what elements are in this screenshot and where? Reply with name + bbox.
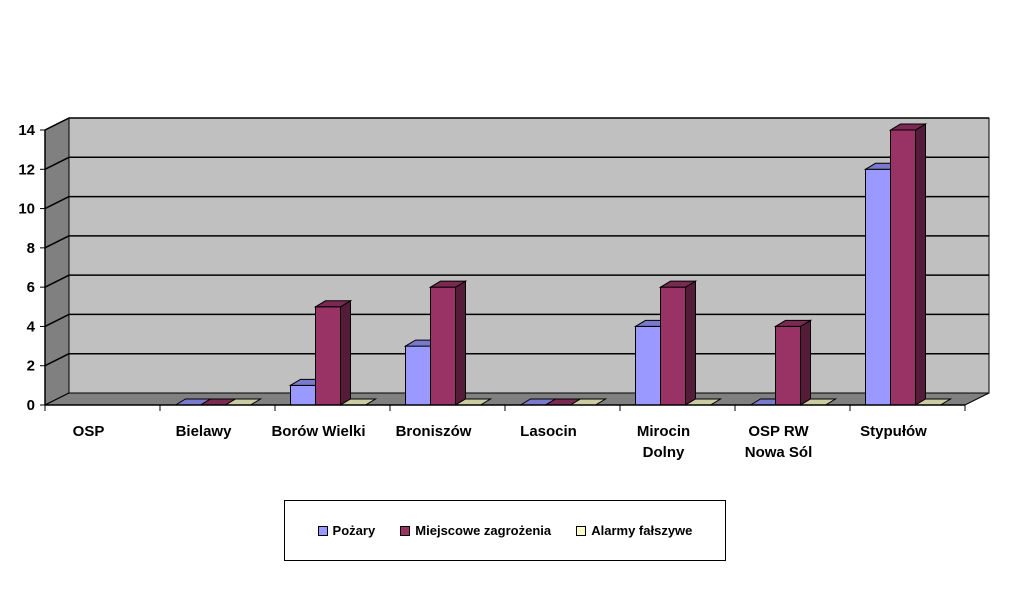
bar-top xyxy=(313,300,353,308)
gridline-side xyxy=(44,156,70,170)
bar xyxy=(658,280,698,406)
gridline-side xyxy=(44,195,70,210)
bar-front xyxy=(315,306,341,406)
legend-swatch-miejscowe xyxy=(400,525,411,536)
bar-top xyxy=(658,280,698,288)
bar-top xyxy=(428,280,468,288)
gridline-side xyxy=(44,274,70,288)
gridline-side xyxy=(44,313,70,328)
legend-label-miejscowe: Miejscowe zagrożenia xyxy=(415,523,552,538)
legend-swatch-pozary xyxy=(317,525,328,536)
y-tick-label: 4 xyxy=(27,318,36,335)
y-tick-label: 8 xyxy=(27,240,35,257)
y-tick-label: 12 xyxy=(18,161,35,178)
bar-front xyxy=(290,384,316,406)
back-wall xyxy=(68,117,990,394)
category-label: OSP RW xyxy=(748,423,809,440)
side-wall xyxy=(44,117,70,406)
chart-axes xyxy=(40,129,966,411)
y-tick-labels: 0 2 4 6 8 10 12 14 xyxy=(18,122,35,414)
bar-front xyxy=(430,286,456,406)
legend-label-alarmy: Alarmy fałszywe xyxy=(591,523,693,538)
legend-swatch-alarmy xyxy=(576,525,587,536)
category-label: Dolny xyxy=(643,444,685,461)
x-category-labels: OSP Bielawy Borów Wielki Broniszów Lasocin Mi… xyxy=(73,423,928,461)
bar xyxy=(313,299,353,406)
category-label: Nowa Sól xyxy=(745,444,813,461)
legend: Pożary Miejscowe zagrożenia Alarmy fałsz… xyxy=(284,500,726,561)
y-tick-label: 14 xyxy=(18,122,35,139)
chart-gridlines xyxy=(44,117,989,367)
y-tick-label: 0 xyxy=(27,397,35,414)
category-label: Stypułów xyxy=(860,423,927,440)
bar-front xyxy=(775,325,801,406)
chart-bars xyxy=(173,123,953,406)
bar-side xyxy=(455,280,466,406)
y-tick-label: 6 xyxy=(27,279,35,296)
legend-item-pozary: Pożary xyxy=(317,523,376,538)
legend-item-miejscowe: Miejscowe zagrożenia xyxy=(400,523,551,538)
legend-item-alarmy: Alarmy fałszywe xyxy=(576,523,692,538)
bar-side xyxy=(685,280,696,406)
bar-front xyxy=(865,168,891,406)
gridline-side xyxy=(44,235,70,249)
bar-side xyxy=(915,123,926,406)
gridline-side xyxy=(44,117,70,131)
category-label: Broniszów xyxy=(396,423,472,440)
bar-front xyxy=(635,325,661,406)
category-label: Bielawy xyxy=(176,423,233,440)
bar-top xyxy=(888,123,928,131)
category-label: OSP xyxy=(73,423,105,440)
chart-walls xyxy=(44,117,990,406)
y-tick-label: 2 xyxy=(27,358,35,375)
bar-front xyxy=(890,129,916,406)
category-label: Mirocin xyxy=(637,423,690,440)
bar xyxy=(428,280,468,406)
bar-side xyxy=(800,319,811,406)
bar-front xyxy=(405,345,431,406)
y-tick-label: 10 xyxy=(18,201,35,218)
bar-side xyxy=(340,299,351,406)
category-label: Lasocin xyxy=(520,423,577,440)
legend-label-pozary: Pożary xyxy=(332,523,376,538)
category-label: Borów Wielki xyxy=(271,423,365,440)
bar-front xyxy=(660,286,686,406)
bar xyxy=(773,319,813,406)
bar-top xyxy=(773,319,813,327)
gridline-side xyxy=(44,353,70,367)
bar xyxy=(888,123,928,406)
